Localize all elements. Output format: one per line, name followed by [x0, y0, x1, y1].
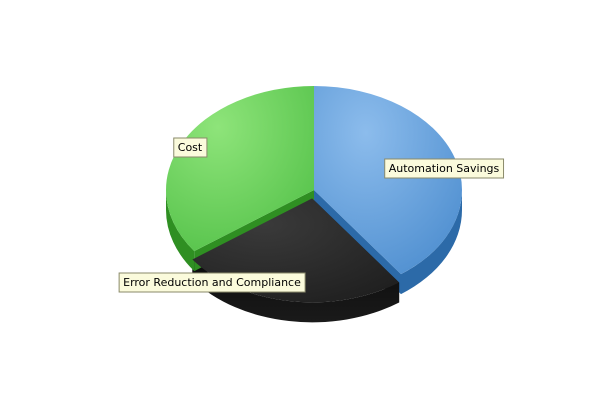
slice-label-box [173, 137, 208, 158]
slice-tops [166, 86, 462, 303]
pie-slice[interactable] [166, 86, 314, 252]
slice-label-text: Automation Savings [389, 162, 500, 175]
slice-label-text: Error Reduction and Compliance [123, 276, 301, 289]
slice-label: Cost [173, 137, 208, 158]
slice-label: Automation Savings [384, 158, 505, 179]
slice-labels: Automation Savings Error Reduction and Co… [118, 137, 505, 293]
slice-label: Error Reduction and Compliance [118, 272, 306, 293]
slice-label-box [118, 272, 306, 293]
slice-label-text: Cost [178, 141, 203, 154]
pie-slice[interactable] [314, 86, 462, 275]
slice-label-box [384, 158, 505, 179]
